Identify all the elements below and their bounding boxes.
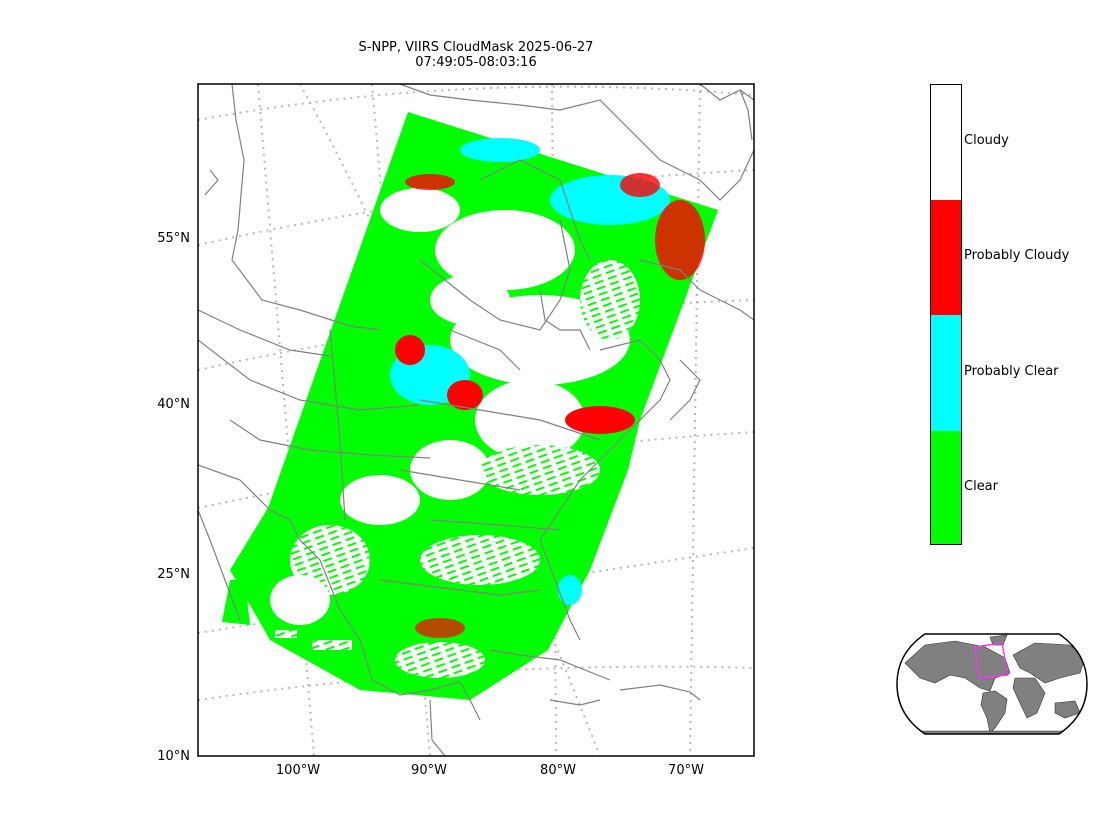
title-line-2: 07:49:05-08:03:16 (415, 55, 537, 70)
legend-swatch-cloudy (931, 85, 961, 200)
lat-label-25n: 25°N (157, 567, 190, 582)
legend-label-cloudy: Cloudy (964, 133, 1009, 148)
inset-landmasses (904, 634, 1086, 734)
lon-label-80w: 80°W (540, 763, 576, 778)
lon-label-70w: 70°W (668, 763, 704, 778)
title-line-1: S-NPP, VIIRS CloudMask 2025-06-27 (358, 40, 594, 55)
colorbar-legend (930, 84, 962, 545)
legend-swatch-probably-clear (931, 315, 961, 431)
cloudmask-swath (222, 112, 718, 700)
map-frame (197, 83, 755, 757)
lat-label-10n: 10°N (157, 749, 190, 764)
lat-label-40n: 40°N (157, 397, 190, 412)
legend-label-probably-cloudy: Probably Cloudy (964, 248, 1070, 263)
legend-label-probably-clear: Probably Clear (964, 364, 1059, 379)
map-area (198, 84, 754, 756)
legend-label-clear: Clear (964, 479, 998, 494)
lon-label-100w: 100°W (275, 763, 321, 778)
coastlines (198, 84, 754, 756)
lat-label-55n: 55°N (157, 231, 190, 246)
map-title: S-NPP, VIIRS CloudMask 2025-06-27 07:49:… (276, 40, 676, 70)
inset-globe-map (896, 633, 1088, 735)
legend-swatch-probably-cloudy (931, 200, 961, 315)
legend-swatch-clear (931, 431, 961, 544)
lon-label-90w: 90°W (411, 763, 447, 778)
inset-extent-box (974, 642, 1009, 679)
